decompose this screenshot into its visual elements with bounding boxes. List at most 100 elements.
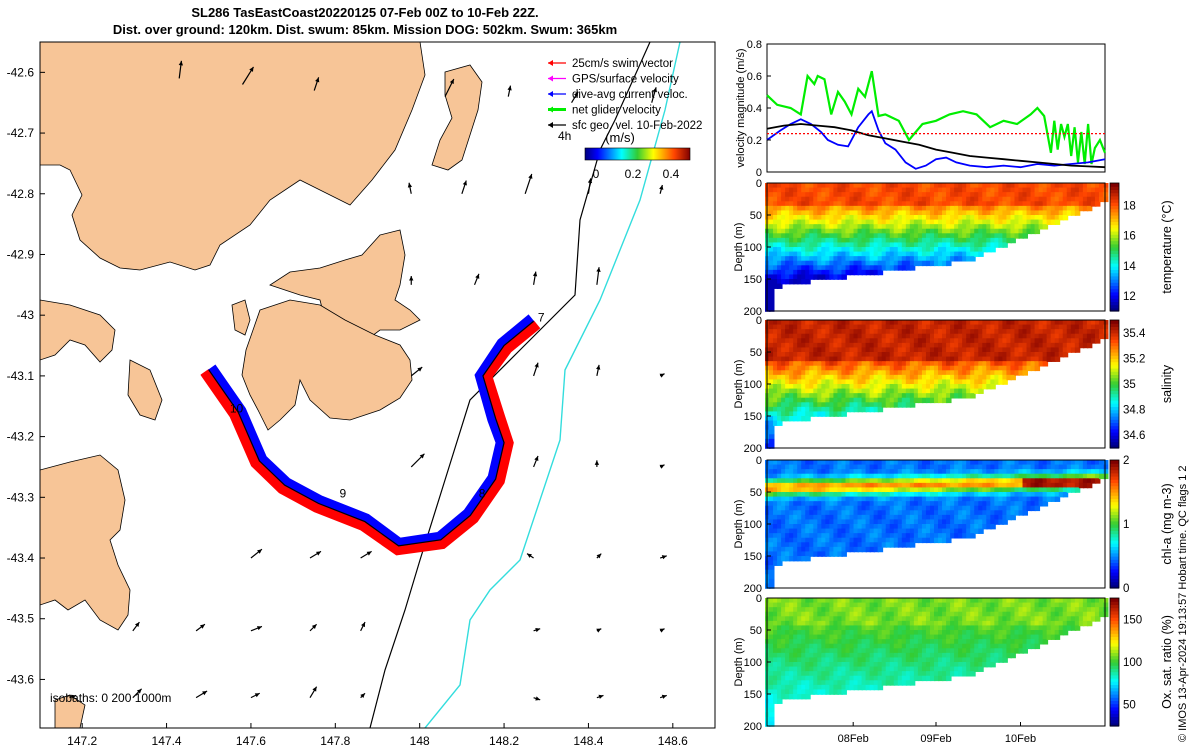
legend-entry: 25cm/s swim vector xyxy=(548,58,673,70)
depth-tick: 50 xyxy=(750,347,762,359)
map-y-tick-label: -43 xyxy=(17,308,35,322)
depth-tick: 50 xyxy=(750,487,762,499)
figure-subtitle: Dist. over ground: 120km. Dist. swum: 85… xyxy=(112,22,618,37)
geo-velocity-arrow xyxy=(532,271,538,285)
colorbar-tick-label: 35.4 xyxy=(1123,328,1146,340)
geo-velocity-arrow xyxy=(410,366,423,377)
speed-colorbar: (m/s) 4h 0 0.2 0.4 xyxy=(558,129,691,181)
depth-tick: 200 xyxy=(744,443,762,455)
map-x-tick-label: 148 xyxy=(410,734,430,748)
geo-velocity-arrow xyxy=(313,77,320,91)
map-y-tick-label: -43.2 xyxy=(7,430,35,444)
colorbar-tick-label: 14 xyxy=(1123,261,1136,273)
geo-velocity-arrow xyxy=(596,364,601,377)
land-west-south xyxy=(127,359,163,421)
geo-velocity-arrow xyxy=(507,85,512,97)
depth-tick: 200 xyxy=(744,721,762,733)
geo-velocity-arrow xyxy=(360,621,366,632)
track-day-label: 9 xyxy=(340,486,347,500)
geo-velocity-arrow xyxy=(533,628,541,633)
map-frame xyxy=(39,41,716,729)
section-cells xyxy=(765,320,1109,449)
depth-tick: 100 xyxy=(744,379,762,391)
velocity-ticks: 0 0.2 0.4 0.6 0.8 xyxy=(747,39,771,179)
map-y-tick-label: -42.9 xyxy=(7,247,35,261)
colorbar-tick-label: 1 xyxy=(1123,519,1129,531)
map-x-tick-label: 147.4 xyxy=(152,734,182,748)
depth-tick: 200 xyxy=(744,306,762,318)
land-north-island xyxy=(431,64,483,171)
geo-velocity-arrow xyxy=(178,60,184,79)
land-small-island xyxy=(231,299,251,336)
colorbar-label: temperature (°C) xyxy=(1160,200,1174,293)
copyright-note: © IMOS 13-Apr-2024 19:13:57 Hobart time.… xyxy=(1177,465,1189,742)
section-colorbar: 50 100 150 xyxy=(1109,597,1142,727)
geo-velocity-arrow xyxy=(533,696,541,701)
map-x-tick-label: 147.2 xyxy=(67,734,97,748)
geo-velocity-arrow xyxy=(309,686,318,698)
geo-velocity-arrow xyxy=(594,460,600,467)
colorbar-tick-label: 35.2 xyxy=(1123,353,1145,365)
geo-velocity-arrow xyxy=(533,362,539,377)
glider-track xyxy=(208,320,534,547)
velocity-series xyxy=(766,70,1107,170)
geo-velocity-arrow xyxy=(524,173,533,194)
geo-velocity-arrow xyxy=(659,555,667,560)
depth-tick: 0 xyxy=(756,178,762,190)
speed-colorbar-gradient xyxy=(584,147,691,161)
velocity-series-line xyxy=(766,109,1106,170)
figure-title: SL286 TasEastCoast20220125 07-Feb 00Z to… xyxy=(191,5,539,20)
depth-tick: 100 xyxy=(744,519,762,531)
colorbar-tick-label: 50 xyxy=(1123,700,1136,712)
velocity-y-tick: 0.2 xyxy=(747,135,762,147)
section-cells xyxy=(765,183,1109,312)
velocity-y-tick: 0.4 xyxy=(747,103,762,115)
geo-velocity-arrow xyxy=(250,692,261,699)
speed-colorbar-unit: (m/s) xyxy=(605,130,635,145)
colorbar-label: salinity xyxy=(1160,364,1174,403)
date-tick-label: 09Feb xyxy=(920,733,951,745)
colorbar-tick-label: 35 xyxy=(1123,379,1136,391)
colorbar-label: Ox. sat. ratio (%) xyxy=(1160,615,1174,709)
map-y-tick-label: -42.7 xyxy=(7,126,35,140)
velocity-y-tick: 0.6 xyxy=(747,71,762,83)
velocity-plot-area xyxy=(766,43,1106,173)
section-colorbar: 0 1 2 xyxy=(1109,455,1129,595)
time-step-note: 4h xyxy=(558,129,571,143)
track-day-label: 10 xyxy=(230,401,244,415)
geo-velocity-arrow xyxy=(132,688,143,699)
velocity-panel: 0 0.2 0.4 0.6 0.8 velocity magnitude (m/s) xyxy=(735,39,1107,179)
map-y-tick-label: -43.1 xyxy=(7,369,35,383)
colorbar-tick-label: 2 xyxy=(1123,455,1129,467)
land-main xyxy=(40,42,426,271)
colorbar-tick-label: 18 xyxy=(1123,201,1136,213)
section-panel-chl-a: 0 50 100 150 200 Depth (m) 0 1 2 chl-a (mg m-3) xyxy=(733,455,1174,595)
colorbar-tick-label: 150 xyxy=(1123,614,1142,626)
map-y-tick-label: -42.8 xyxy=(7,187,35,201)
colorbar-tick-2: 0.4 xyxy=(663,167,680,181)
date-tick-label: 08Feb xyxy=(838,733,869,745)
geo-velocity-arrow xyxy=(596,267,601,285)
date-tick-label: 10Feb xyxy=(1005,733,1036,745)
depth-tick: 100 xyxy=(744,657,762,669)
section-panel-oxygen: 0 50 100 150 200 Depth (m) 50 100 150 Ox. sat. ra… xyxy=(733,593,1174,745)
depth-tick: 0 xyxy=(756,455,762,467)
land-southwest xyxy=(40,454,131,631)
legend-label: 25cm/s swim vector xyxy=(572,58,673,70)
map-x-tick-label: 148.2 xyxy=(489,734,519,748)
map-x-tick-label: 148.6 xyxy=(658,734,688,748)
geo-velocity-arrow xyxy=(69,694,77,699)
geo-velocity-arrow xyxy=(241,66,255,85)
map-legend: 25cm/s swim vector GPS/surface velocity di… xyxy=(548,58,702,132)
map-y-tick-label: -43.6 xyxy=(7,672,35,686)
legend-entry: net glider velocity xyxy=(548,105,661,117)
legend-entry: dive-avg current veloc. xyxy=(548,89,688,101)
land-tasman-peninsula xyxy=(241,299,413,431)
map-x-tick-label: 147.8 xyxy=(320,734,350,748)
geo-velocity-arrow xyxy=(659,464,665,469)
geo-velocity-arrow xyxy=(360,550,372,559)
geo-velocity-arrow xyxy=(409,276,414,285)
geo-velocity-arrow xyxy=(596,553,602,559)
legend-label: net glider velocity xyxy=(572,105,661,117)
